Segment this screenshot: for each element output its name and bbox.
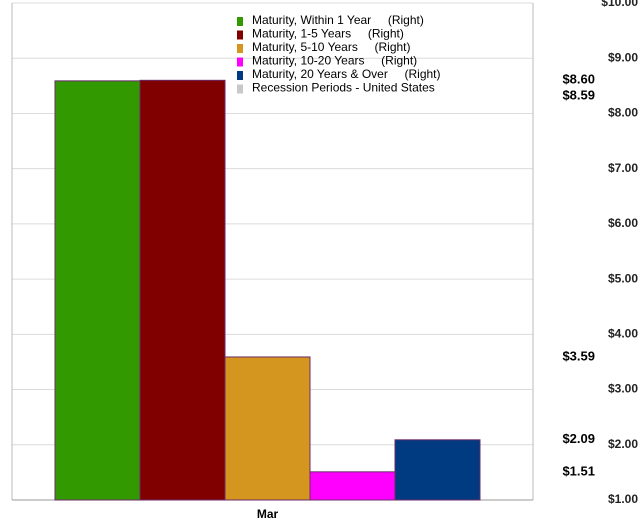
value-label: $8.60 [562, 72, 595, 87]
legend-swatch [237, 44, 243, 53]
legend-swatch [237, 30, 243, 40]
y-tick-label: $4.00 [608, 327, 638, 341]
y-tick-label: $5.00 [608, 271, 638, 285]
y-tick-label: $3.00 [608, 382, 638, 396]
legend-swatch [237, 71, 243, 80]
value-label: $3.59 [562, 348, 595, 363]
legend-label: Maturity, 5-10 Years (Right) [252, 40, 411, 54]
y-tick-label: $10.00 [601, 0, 638, 9]
legend-label: Recession Periods - United States [252, 81, 435, 95]
x-tick-label: Mar [257, 507, 279, 521]
bar [139, 79, 226, 501]
legend-swatch [237, 17, 243, 26]
bar [394, 439, 481, 501]
value-label: $2.09 [562, 431, 595, 446]
legend-label: Maturity, 10-20 Years (Right) [252, 54, 417, 68]
legend-swatch [237, 57, 243, 67]
y-tick-label: $8.00 [608, 106, 638, 120]
legend-swatch [237, 84, 243, 94]
y-tick-label: $6.00 [608, 216, 638, 230]
y-tick-label: $1.00 [608, 492, 638, 506]
legend-label: Maturity, 1-5 Years (Right) [252, 27, 404, 41]
y-tick-label: $2.00 [608, 437, 638, 451]
legend-label: Maturity, 20 Years & Over (Right) [252, 67, 441, 81]
legend-label: Maturity, Within 1 Year (Right) [252, 13, 424, 27]
y-tick-label: $9.00 [608, 50, 638, 64]
y-tick-label: $7.00 [608, 161, 638, 175]
bar [54, 80, 141, 501]
bar [309, 471, 396, 501]
bar [224, 356, 311, 501]
value-label: $8.59 [562, 88, 595, 103]
value-label: $1.51 [562, 463, 595, 478]
